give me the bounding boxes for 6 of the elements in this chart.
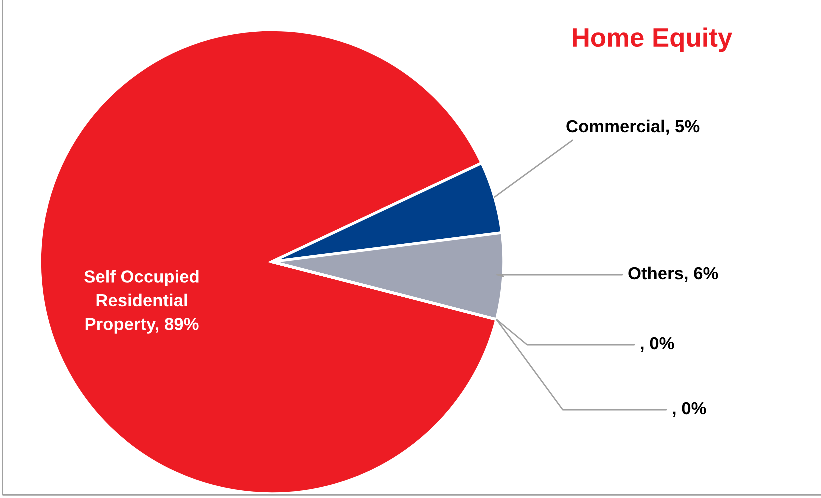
slice-label: Others, 6%: [628, 266, 718, 282]
chart-title: Home Equity: [573, 28, 733, 52]
category-label: , 0%: [673, 402, 706, 418]
slice-label: Self Occupied Residential Property, 89%: [84, 270, 199, 334]
category-label: , 0%: [641, 337, 674, 352]
slice-label: Commercial, 5%: [566, 120, 700, 136]
